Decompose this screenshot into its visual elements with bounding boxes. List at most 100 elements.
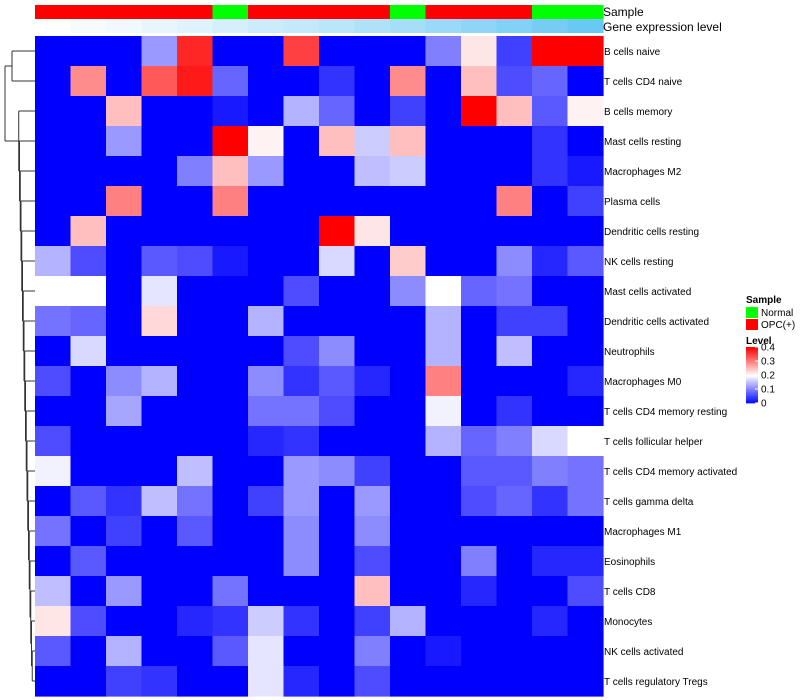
sample-annotation-cell [141,5,178,19]
heatmap-cell [177,456,214,487]
heatmap-cell [70,66,107,97]
heatmap-cell [212,186,249,217]
heatmap-cell [354,276,391,307]
colorbar-segment [746,375,758,377]
sample-annotation-cell [390,5,427,19]
heatmap-cell [390,126,427,157]
heatmap-cell [354,66,391,97]
sample-legend: Sample Normal OPC(+) [746,295,795,331]
heatmap-cell [248,336,285,367]
heatmap-cell [212,306,249,337]
heatmap-cell [70,636,107,667]
heatmap-cell [177,306,214,337]
colorbar-segment [746,363,758,366]
heatmap-cell [319,36,356,67]
heatmap-cell [106,66,143,97]
heatmap-cell [106,606,143,637]
heatmap-cell [212,366,249,397]
heatmap-cell [177,366,214,397]
sample-annotation-cell [319,5,356,19]
heatmap-cell [461,576,498,607]
heatmap-cell [425,336,462,367]
heatmap-cell [461,486,498,517]
colorbar-segment [746,361,758,363]
heatmap-cell [248,636,285,667]
heatmap-cell [532,366,569,397]
heatmap-cell [567,156,604,187]
colorbar-segment [746,359,758,362]
heatmap-cell [425,306,462,337]
heatmap-cell [390,366,427,397]
colorbar-segment [746,393,758,395]
heatmap-cell [567,606,604,637]
heatmap-cell [106,666,143,697]
heatmap-cell [496,276,533,307]
heatmap-cell [248,366,285,397]
heatmap-cell [212,456,249,487]
expression-annotation-cell [106,19,143,33]
heatmap-cell [35,306,72,337]
heatmap-cell [532,126,569,157]
heatmap-cell [567,636,604,667]
heatmap-cell [567,66,604,97]
heatmap-cell [461,636,498,667]
expression-annotation-cell [461,19,498,33]
heatmap-cell [141,156,178,187]
heatmap-cell [532,636,569,667]
heatmap-cell [248,186,285,217]
colorbar-segment [746,384,758,387]
heatmap-cell [532,456,569,487]
heatmap-cell [319,336,356,367]
heatmap-cell [496,336,533,367]
heatmap-cell [35,396,72,427]
colorbar-segment [746,389,758,391]
heatmap-cell [177,126,214,157]
heatmap-cell [212,636,249,667]
heatmap-cell [70,456,107,487]
heatmap-cell [283,306,320,337]
colorbar-segment [746,379,758,381]
heatmap-cell [319,456,356,487]
heatmap-cell [177,36,214,67]
colorbar-segment [746,401,758,404]
heatmap-cell [319,516,356,547]
heatmap-cell [390,216,427,247]
expression-annotation-cell [35,19,72,33]
heatmap-cell [177,666,214,697]
heatmap-cell [177,336,214,367]
heatmap-cell [461,246,498,277]
heatmap-cell [212,336,249,367]
heatmap-cell [354,636,391,667]
heatmap-cell [70,336,107,367]
heatmap-cell [425,246,462,277]
row-label: Monocytes [604,617,652,628]
heatmap-cell [283,36,320,67]
heatmap-cell [283,66,320,97]
heatmap-cell [35,426,72,457]
colorbar-tick-label: 0.3 [761,357,775,368]
colorbar-segment [746,382,758,384]
heatmap-cell [283,546,320,577]
colorbar-segment [746,358,758,360]
heatmap-cell [425,606,462,637]
row-dendrogram [4,50,35,682]
heatmap-cell [212,486,249,517]
heatmap-cell [35,216,72,247]
colorbar-segment [746,400,758,402]
colorbar-segment [746,391,758,394]
heatmap-cell [141,246,178,277]
heatmap-cell [319,216,356,247]
colorbar-segment [746,386,758,388]
row-label: Macrophages M0 [604,377,682,388]
heatmap-cell [141,576,178,607]
heatmap-cell [212,516,249,547]
heatmap-cell [390,276,427,307]
heatmap-cell [283,366,320,397]
row-label: T cells CD4 memory activated [604,467,737,478]
heatmap-cell [177,576,214,607]
heatmap-cell [319,366,356,397]
sample-annotation-cell [567,5,604,19]
heatmap-cell [390,576,427,607]
heatmap-cell [390,156,427,187]
colorbar-segment [746,383,758,386]
